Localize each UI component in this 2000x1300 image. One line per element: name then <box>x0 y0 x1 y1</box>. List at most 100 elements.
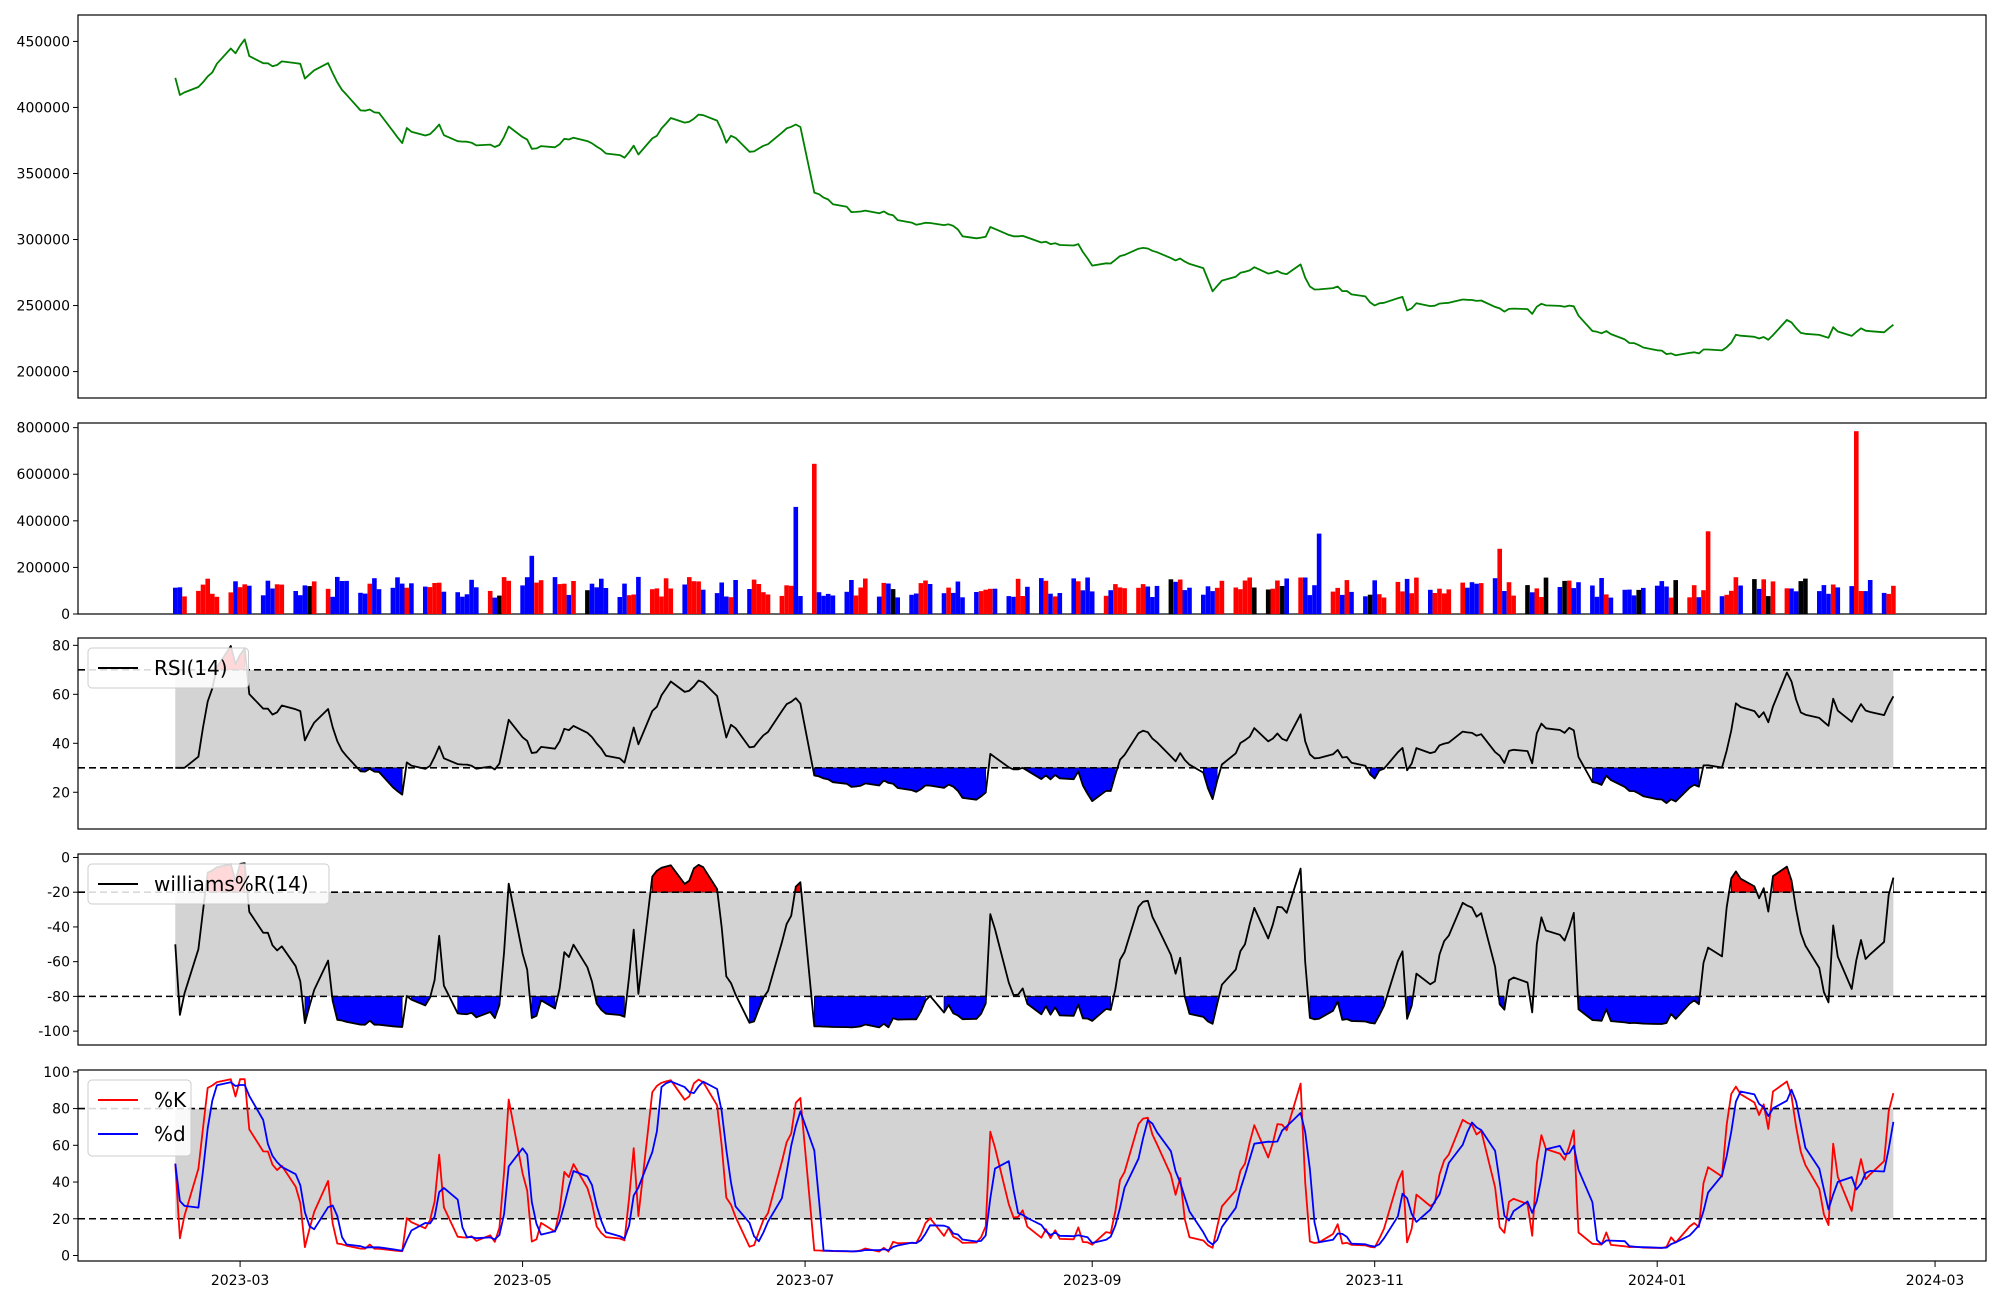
volume-bar <box>534 582 539 614</box>
volume-bar <box>812 463 817 614</box>
0-ytick-label: 300000 <box>17 233 70 249</box>
volume-bar <box>455 592 460 614</box>
volume-bar <box>1182 590 1188 614</box>
3-ytick-label: -60 <box>47 955 70 971</box>
volume-bar <box>260 595 266 614</box>
volume-bar <box>247 585 252 614</box>
volume-bar <box>1465 587 1470 614</box>
1-ytick-label: 0 <box>61 607 70 623</box>
williams-frame <box>77 853 1987 1046</box>
volume-bar <box>1219 580 1225 614</box>
volume-bar <box>1367 594 1373 614</box>
volume-bar <box>270 588 275 614</box>
0-ytick-label: 450000 <box>17 34 70 50</box>
volume-bar <box>298 595 303 614</box>
volume-bar <box>182 596 187 614</box>
volume-bar <box>1247 577 1252 614</box>
volume-bar <box>460 596 465 614</box>
volume-bar <box>1821 585 1827 614</box>
volume-bar <box>390 587 396 614</box>
volume-bar <box>1395 581 1401 614</box>
percent-k-line <box>174 1078 1895 1253</box>
williams-neutral-band <box>175 892 1894 997</box>
2-ytick-label: 80 <box>52 638 70 654</box>
volume-bar <box>1460 582 1465 614</box>
volume-bar <box>1173 581 1178 614</box>
volume-frame <box>77 422 1987 615</box>
volume-bar <box>501 577 507 614</box>
volume-bar <box>946 587 951 614</box>
volume-bar <box>974 592 979 614</box>
volume-bar <box>913 593 919 614</box>
volume-bar <box>1201 594 1206 614</box>
volume-bar <box>1761 579 1766 614</box>
volume-bar <box>1363 596 1368 614</box>
volume-bar <box>1316 533 1322 614</box>
volume-bar <box>469 579 474 614</box>
volume-bar <box>589 583 595 614</box>
volume-bar <box>756 584 762 614</box>
volume-bar <box>196 590 201 614</box>
volume-bar <box>1210 591 1215 614</box>
volume-bar <box>464 594 470 614</box>
volume-bar <box>696 581 701 614</box>
volume-bar <box>1400 591 1405 614</box>
volume-bar <box>599 578 604 614</box>
x-tick-label: 2023-09 <box>1063 1273 1122 1289</box>
volume-bar <box>747 589 752 614</box>
x-tick-label: 2023-03 <box>211 1273 270 1289</box>
volume-bar <box>1752 579 1757 614</box>
x-axis-ticks: 2023-03 2023-05 2023-07 2023-09 2023-11 2024-… <box>211 1261 1964 1289</box>
volume-bar <box>751 579 757 614</box>
volume-bar <box>849 580 854 614</box>
volume-bar <box>441 591 447 614</box>
volume-bar <box>876 596 882 614</box>
x-tick-label: 2024-01 <box>1628 1273 1687 1289</box>
rsi-legend-label: RSI(14) <box>154 656 228 680</box>
williams-overbought-fill <box>651 864 718 893</box>
volume-bar <box>779 595 785 614</box>
2-ytick-label: 60 <box>52 687 70 703</box>
volume-bar <box>1511 595 1516 614</box>
volume-bar <box>955 581 961 614</box>
volume-bar <box>1830 584 1836 614</box>
volume-bar <box>173 587 178 614</box>
1-ytick-label: 400000 <box>17 514 70 530</box>
x-tick-label: 2023-05 <box>493 1273 552 1289</box>
volume-bar <box>1340 594 1345 614</box>
volume-bar <box>1252 587 1257 614</box>
volume-bar <box>1330 591 1336 614</box>
williams-oversold-fill <box>749 996 764 1024</box>
volume-bar <box>362 593 368 614</box>
volume-bar <box>423 586 428 614</box>
stochastic-neutral-band <box>175 1108 1894 1219</box>
volume-bar <box>1539 597 1544 614</box>
volume-bar <box>1011 596 1016 614</box>
volume-bar <box>279 584 285 614</box>
volume-bar <box>367 583 373 614</box>
volume-bar <box>1177 579 1183 614</box>
volume-bar <box>654 588 660 614</box>
4-ytick-label: 60 <box>52 1138 70 1154</box>
volume-bar <box>1214 587 1220 614</box>
volume-bar <box>497 595 502 614</box>
volume-bar <box>307 586 312 614</box>
volume-bar <box>825 593 831 614</box>
volume-bar <box>687 577 692 614</box>
volume-bar <box>1891 585 1896 614</box>
volume-bar <box>1724 594 1729 614</box>
volume-bar <box>1048 593 1053 614</box>
volume-bar <box>1492 578 1498 614</box>
1-ytick-label: 200000 <box>17 560 70 576</box>
volume-bar <box>1154 585 1160 614</box>
volume-bar <box>1576 582 1581 614</box>
volume-bar <box>895 597 900 614</box>
4-ytick-label: 40 <box>52 1175 70 1191</box>
volume-bar <box>1622 589 1628 614</box>
1-ytick-label: 800000 <box>17 421 70 437</box>
volume-bar <box>1562 580 1567 614</box>
volume-bar <box>622 583 627 614</box>
stochastic-legend-label: %K <box>154 1088 187 1112</box>
volume-bar <box>724 596 729 614</box>
